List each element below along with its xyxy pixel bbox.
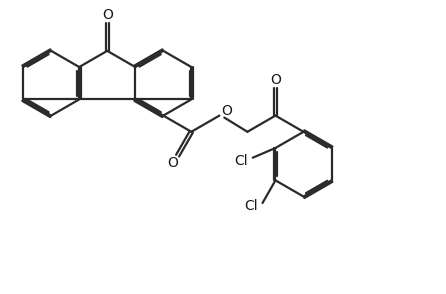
Text: Cl: Cl — [234, 154, 248, 168]
Text: Cl: Cl — [244, 199, 257, 213]
Text: O: O — [167, 156, 178, 171]
Text: O: O — [102, 9, 113, 22]
Text: O: O — [221, 104, 231, 118]
Text: O: O — [270, 73, 281, 87]
